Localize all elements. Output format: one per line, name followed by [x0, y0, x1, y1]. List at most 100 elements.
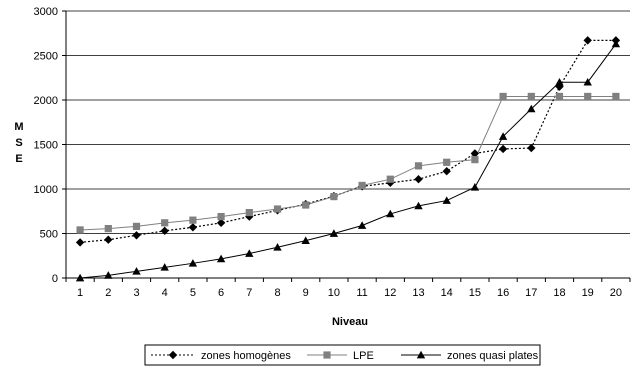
x-tick-label: 8: [274, 287, 280, 299]
x-tick-label: 13: [412, 287, 424, 299]
data-point-lpe: [104, 225, 112, 233]
y-tick-label: 0: [52, 273, 58, 285]
data-point-zones-homogenes: [470, 149, 480, 158]
data-point-zones-quasi-plates: [245, 249, 254, 257]
y-tick-label: 500: [40, 229, 58, 241]
x-tick-label: 5: [190, 287, 196, 299]
x-tick-label: 3: [133, 287, 139, 299]
x-axis-title: Niveau: [332, 316, 368, 328]
data-point-zones-quasi-plates: [188, 259, 198, 267]
x-tick-label: 15: [469, 287, 481, 299]
series-markers: [75, 36, 621, 282]
legend-label-zones-homogenes: zones homogènes: [201, 350, 291, 362]
data-point-lpe: [245, 208, 253, 217]
data-point-lpe: [555, 92, 564, 101]
data-point-lpe: [584, 92, 592, 101]
y-axis-title-letter: S: [15, 137, 22, 149]
data-point-lpe: [471, 156, 479, 164]
data-point-lpe: [527, 92, 535, 101]
gridlines: [66, 10, 630, 234]
data-point-lpe: [499, 92, 507, 101]
series-line-zones-quasi-plates: [80, 43, 617, 279]
data-point-zones-quasi-plates: [104, 271, 113, 279]
x-tick-label: 6: [218, 287, 224, 299]
legend: zones homogènes LPE zones quasi plates: [144, 344, 541, 366]
data-point-zones-quasi-plates: [160, 263, 169, 271]
x-tick-label: 9: [303, 287, 309, 299]
data-point-zones-homogenes: [188, 223, 198, 232]
x-tick-label: 18: [553, 287, 565, 299]
x-tick-label: 11: [356, 287, 367, 299]
data-point-lpe: [217, 212, 225, 221]
data-point-zones-homogenes: [442, 167, 451, 176]
data-point-zones-quasi-plates: [470, 183, 480, 191]
legend-label-zones-quasi-plates: zones quasi plates: [447, 350, 539, 362]
data-point-lpe: [76, 226, 84, 234]
data-point-zones-quasi-plates: [329, 229, 339, 237]
legend-label-lpe: LPE: [353, 350, 374, 362]
y-axis-title: MSE: [14, 121, 23, 165]
x-tick-label: 19: [582, 287, 594, 299]
data-point-zones-homogenes: [132, 231, 141, 240]
y-axis-title-letter: M: [14, 121, 23, 133]
data-point-zones-quasi-plates: [414, 201, 423, 210]
data-point-zones-quasi-plates: [273, 243, 282, 251]
data-point-zones-quasi-plates: [75, 273, 85, 282]
legend-marker-zones-homogenes: [168, 350, 178, 360]
x-tick-label: 10: [328, 287, 340, 299]
data-point-lpe: [302, 201, 310, 209]
x-tick-label: 17: [525, 287, 537, 299]
data-point-zones-quasi-plates: [583, 78, 592, 86]
y-tick-labels: 0 500 1000 1500 2000 2500 3000: [34, 6, 58, 285]
data-point-zones-quasi-plates: [611, 39, 621, 48]
data-point-zones-homogenes: [527, 143, 536, 153]
data-point-zones-homogenes: [498, 144, 508, 154]
data-point-lpe: [414, 162, 423, 170]
x-tick-label: 16: [497, 287, 509, 299]
data-point-lpe: [161, 219, 169, 227]
x-tick-label: 1: [77, 287, 83, 299]
x-tick-labels: 1 2 3 4 5 6 7 8 9 10 11 12 13 14 15 16 17 18 19 20: [77, 287, 622, 299]
data-point-zones-quasi-plates: [357, 221, 367, 229]
data-point-zones-quasi-plates: [301, 236, 310, 244]
y-tick-label: 1500: [34, 140, 58, 152]
data-point-zones-homogenes: [583, 36, 592, 45]
series-line-lpe: [80, 95, 616, 231]
series-lines: [80, 39, 617, 279]
data-point-zones-homogenes: [75, 238, 85, 247]
data-point-lpe: [358, 181, 366, 190]
data-point-lpe: [330, 192, 338, 201]
legend-marker-lpe: [323, 351, 331, 359]
data-point-lpe: [132, 222, 141, 230]
x-tick-label: 7: [246, 287, 252, 299]
x-tick-label: 20: [610, 287, 622, 299]
data-point-zones-homogenes: [104, 235, 113, 244]
data-point-zones-quasi-plates: [132, 267, 141, 275]
x-tick-label: 14: [441, 287, 453, 299]
data-point-zones-quasi-plates: [555, 78, 564, 86]
x-tick-label: 2: [105, 287, 111, 299]
data-point-lpe: [273, 205, 282, 213]
data-point-zones-quasi-plates: [527, 104, 536, 113]
data-point-zones-homogenes: [160, 226, 169, 236]
y-axis-title-letter: E: [15, 153, 22, 165]
y-tick-label: 2000: [34, 95, 58, 107]
x-tick-label: 4: [162, 287, 168, 299]
data-point-zones-quasi-plates: [442, 196, 451, 204]
data-point-lpe: [612, 92, 620, 101]
axes: [62, 10, 631, 282]
x-tick-label: 12: [384, 287, 396, 299]
data-point-lpe: [386, 175, 394, 183]
data-point-zones-quasi-plates: [386, 209, 395, 218]
data-point-zones-quasi-plates: [216, 254, 226, 263]
legend-marker-zones-quasi-plates: [416, 350, 426, 359]
data-point-lpe: [443, 158, 451, 166]
y-tick-label: 1000: [34, 184, 58, 196]
series-line-zones-homogenes: [80, 39, 616, 243]
data-point-zones-homogenes: [216, 218, 226, 228]
data-point-zones-quasi-plates: [498, 132, 508, 140]
y-tick-label: 2500: [34, 51, 58, 63]
data-point-zones-homogenes: [414, 175, 423, 184]
data-point-lpe: [189, 216, 197, 224]
